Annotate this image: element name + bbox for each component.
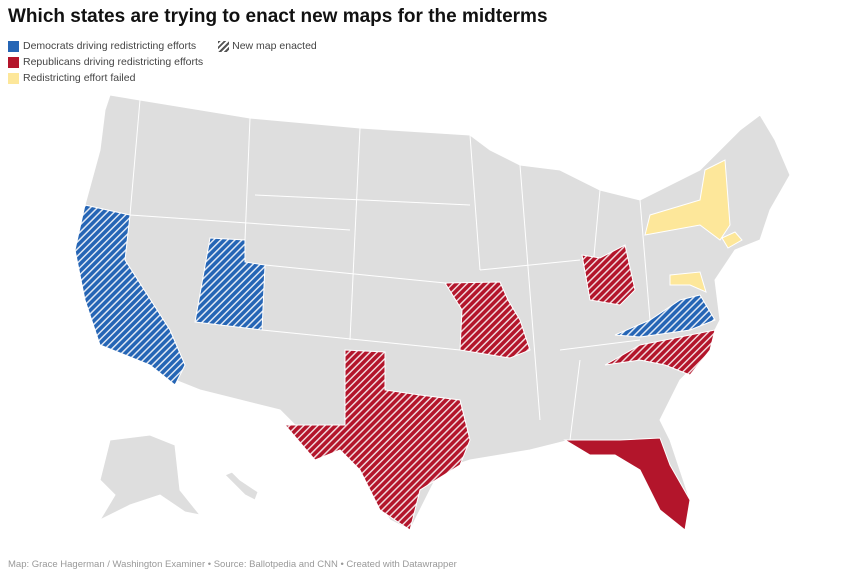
- alaska: [98, 434, 202, 522]
- legend: Democrats driving redistricting efforts N…: [8, 38, 317, 86]
- legend-label: Democrats driving redistricting efforts: [23, 40, 197, 52]
- state-ohio: [581, 244, 636, 306]
- state-florida: [563, 437, 691, 531]
- legend-item-failed: Redistricting effort failed: [8, 70, 317, 86]
- state-virginia: [614, 294, 716, 338]
- state-texas: [283, 349, 471, 531]
- footer-credits: Map: Grace Hagerman / Washington Examine…: [8, 559, 457, 570]
- state-new-york: [644, 159, 731, 241]
- legend-swatch-red: [8, 56, 19, 68]
- state-north-carolina: [604, 329, 716, 376]
- state-new-jersey: [721, 231, 743, 249]
- hatch-pattern-icon: [218, 40, 230, 52]
- state-missouri: [444, 281, 531, 359]
- chart-title: Which states are trying to enact new map…: [8, 6, 548, 27]
- legend-swatch-blue: [8, 40, 19, 52]
- hawaii: [224, 471, 259, 501]
- state-borders: [129, 99, 651, 441]
- state-maryland: [669, 271, 707, 293]
- legend-swatch-yellow: [8, 72, 19, 84]
- state-utah: [194, 237, 266, 331]
- legend-label: Redistricting effort failed: [23, 72, 136, 84]
- legend-item-republicans: Republicans driving redistricting effort…: [8, 54, 317, 70]
- legend-item-democrats: Democrats driving redistricting efforts N…: [8, 38, 317, 54]
- legend-label: Republicans driving redistricting effort…: [23, 56, 204, 68]
- state-california: [74, 204, 186, 386]
- legend-label-new-map: New map enacted: [232, 40, 317, 52]
